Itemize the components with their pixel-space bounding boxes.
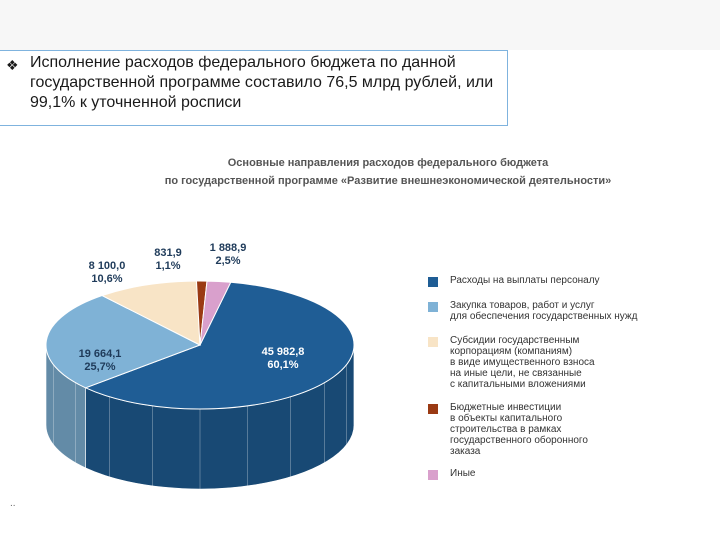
diamond-bullet-icon: ❖ xyxy=(6,57,19,73)
legend-swatch xyxy=(428,337,438,347)
chart-title: Основные направления расходов федерально… xyxy=(148,154,628,190)
legend-item: Иные xyxy=(428,468,680,480)
legend-label: Закупка товаров, работ и услуг для обесп… xyxy=(450,300,638,322)
legend-item: Субсидии государственным корпорациям (ко… xyxy=(428,335,680,390)
legend-swatch xyxy=(428,277,438,287)
pie-slice-1 xyxy=(45,295,202,389)
pie-slice-2 xyxy=(100,280,201,346)
slide-top-bar xyxy=(0,0,720,50)
slice-data-label: 8 100,0 10,6% xyxy=(89,260,126,285)
summary-text-box xyxy=(0,50,508,126)
legend-item: Закупка товаров, работ и услуг для обесп… xyxy=(428,300,680,322)
legend-label: Иные xyxy=(450,468,476,479)
legend-item: Расходы на выплаты персоналу xyxy=(428,275,680,287)
legend-swatch xyxy=(428,470,438,480)
legend-swatch xyxy=(428,302,438,312)
footer-marker: .. xyxy=(10,498,16,509)
slice-data-label: 45 982,8 60,1% xyxy=(262,346,305,371)
summary-text: Исполнение расходов федерального бюджета… xyxy=(30,54,494,111)
legend-item: Бюджетные инвестиции в объекты капитальн… xyxy=(428,402,680,457)
slice-data-label: 19 664,1 25,7% xyxy=(79,348,122,373)
legend-label: Бюджетные инвестиции в объекты капитальн… xyxy=(450,402,588,457)
pie-slice-4 xyxy=(199,280,232,346)
legend-label: Субсидии государственным корпорациям (ко… xyxy=(450,335,595,390)
slice-data-label: 831,9 1,1% xyxy=(154,247,182,272)
chart-title-line-1: Основные направления расходов федерально… xyxy=(227,157,549,169)
legend-label: Расходы на выплаты персоналу xyxy=(450,275,600,286)
pie-slice-0 xyxy=(84,281,355,410)
legend-swatch xyxy=(428,404,438,414)
slice-data-label: 1 888,9 2,5% xyxy=(210,242,247,267)
chart-title-line-2: по государственной программе «Развитие в… xyxy=(164,175,612,187)
